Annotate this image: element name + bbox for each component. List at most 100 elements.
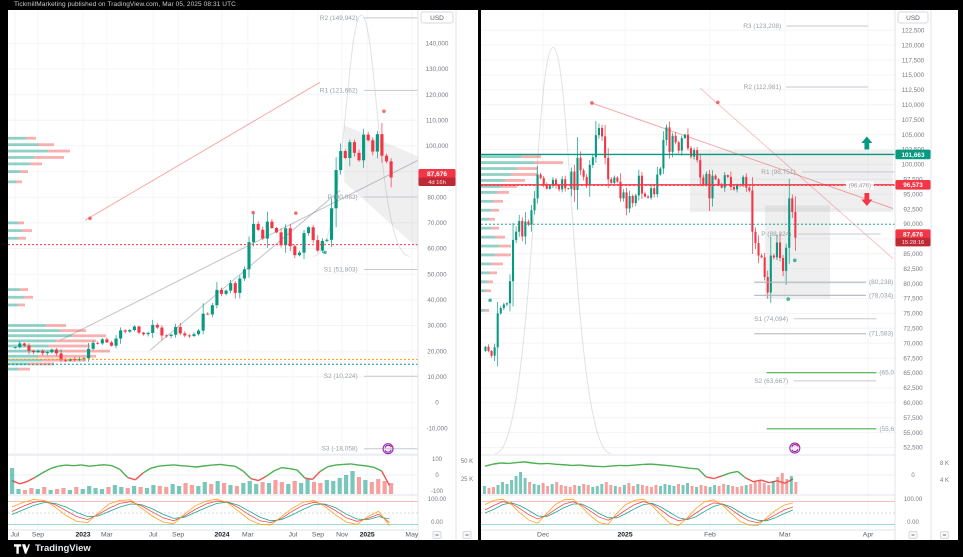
alert-line-label-bg <box>845 181 874 190</box>
volume-bar <box>29 488 34 494</box>
btc-weekly-panel[interactable]: R2 (149,942) R1 (121,662) P (80,083) S1 (51… <box>8 10 478 540</box>
price-tick-label: 85,000 <box>903 251 923 258</box>
volume-bar <box>209 484 214 494</box>
candle-body <box>31 350 36 353</box>
candle-body <box>206 313 210 315</box>
candle-body <box>591 157 594 165</box>
currency-label: USD <box>430 15 444 22</box>
time-tick-label: 2025 <box>360 532 375 539</box>
candle-body <box>668 127 671 152</box>
time-scale[interactable]: Jul Sep 2023 Mar Jul Sep 2024 Mar Jul Sep Nov 2025 M… <box>11 531 472 539</box>
currency-cell <box>897 11 929 24</box>
pane2-axis-label: 0.00 <box>907 520 919 526</box>
volume-bar <box>505 484 509 494</box>
distribution-curve <box>494 47 612 454</box>
candle-body <box>708 173 711 199</box>
volume-bar <box>305 479 310 494</box>
indicator-pane-stochastic[interactable] <box>481 498 895 527</box>
candle-body <box>142 332 146 335</box>
red-dot-marker <box>251 210 255 215</box>
volume-bar <box>106 487 111 494</box>
volume-bar <box>690 486 694 494</box>
pane1-secondary-axis-label: 8 K <box>940 461 949 467</box>
price-tick-label: 110,000 <box>902 102 925 109</box>
price-scale[interactable]: USD140,000130,000120,000110,000100,00090… <box>417 10 478 540</box>
red-dot-marker <box>716 100 720 105</box>
oscillator-segment <box>532 462 541 465</box>
volume-profile-row <box>18 221 24 225</box>
candle-body <box>339 151 343 171</box>
tradingview-logo[interactable]: TradingView <box>14 543 91 554</box>
countdown-bg <box>895 237 931 247</box>
oscillator-segment <box>212 463 221 466</box>
volume-bar <box>577 486 581 494</box>
oscillator-segment <box>508 461 517 465</box>
oscillator-segment <box>142 467 152 474</box>
candle-body <box>201 313 205 331</box>
price-tick-label: 30,000 <box>427 323 447 330</box>
oscillator-segment <box>281 466 290 470</box>
price-tick-label: 70,000 <box>903 340 923 347</box>
price-tick-label: 120,000 <box>902 42 925 49</box>
candle-body <box>155 324 159 328</box>
time-tick-label: Jul <box>289 532 298 539</box>
indicator-pane-volume[interactable] <box>8 463 418 494</box>
candle-body <box>711 175 714 199</box>
volume-profile-row <box>8 180 16 184</box>
oscillator-segment <box>373 466 382 472</box>
candle-body <box>757 243 760 256</box>
price-tick-label: 110,000 <box>426 117 449 124</box>
candle-body <box>680 138 683 151</box>
oscillator-segment <box>366 465 375 469</box>
volume-bar <box>170 484 175 494</box>
indicator-pane-stochastic[interactable] <box>8 498 418 526</box>
candle-body <box>714 175 717 180</box>
candle-body <box>631 195 634 204</box>
candle-body <box>760 255 763 258</box>
candle-body <box>772 255 775 258</box>
volume-bar <box>640 485 644 494</box>
volume-bar <box>492 487 495 494</box>
volume-bar <box>771 481 775 494</box>
volume-bar <box>519 472 523 494</box>
volume-profile-row <box>481 280 487 284</box>
oscillator-segment <box>697 468 707 478</box>
pane1-secondary-axis-label: 4 K <box>940 478 949 484</box>
alert-line-label: (96,476) <box>849 184 871 190</box>
time-scale[interactable]: Dec 2025 Feb Mar Apr <box>537 531 949 539</box>
candle-body <box>496 313 499 348</box>
candle-body <box>187 335 191 337</box>
time-tick-label: May <box>405 532 418 539</box>
pivot-label: R3 (123,208) <box>743 23 781 30</box>
candle-body <box>775 242 778 258</box>
oscillator-segment <box>204 464 213 467</box>
candle-body <box>597 128 601 136</box>
volume-profile-row <box>481 161 535 164</box>
indicator-pane-volume[interactable] <box>481 461 895 494</box>
candle-body <box>720 184 723 188</box>
volume-bar <box>331 481 336 494</box>
candle-body <box>702 177 705 185</box>
volume-profile-row <box>8 354 38 358</box>
oscillator-segment <box>627 464 636 467</box>
volume-bar <box>672 486 676 494</box>
candle-body <box>502 304 505 309</box>
volume-bar <box>266 483 272 494</box>
oscillator-segment <box>227 464 236 468</box>
volume-bar <box>177 486 182 494</box>
pane1-secondary-axis-label: 50 K <box>461 459 473 465</box>
volume-bar <box>93 488 98 494</box>
candle-body <box>530 210 533 225</box>
time-tick-label: 2024 <box>214 532 229 539</box>
currency-label: USD <box>906 15 920 22</box>
oscillator-segment <box>682 466 691 469</box>
volume-profile-row <box>38 143 54 147</box>
volume-profile-row <box>481 185 501 188</box>
price-scale[interactable]: USD 122,500 120,000 117,500 115,000 112,500 11… <box>894 10 958 540</box>
volume-profile-row <box>481 179 505 182</box>
volume-bar <box>636 484 640 494</box>
btc-daily-panel[interactable]: R3 (123,208) R2 (112,981) R1 (98,751) P (88… <box>481 10 958 540</box>
volume-profile-row <box>62 349 110 353</box>
oscillator-segment <box>289 467 298 471</box>
